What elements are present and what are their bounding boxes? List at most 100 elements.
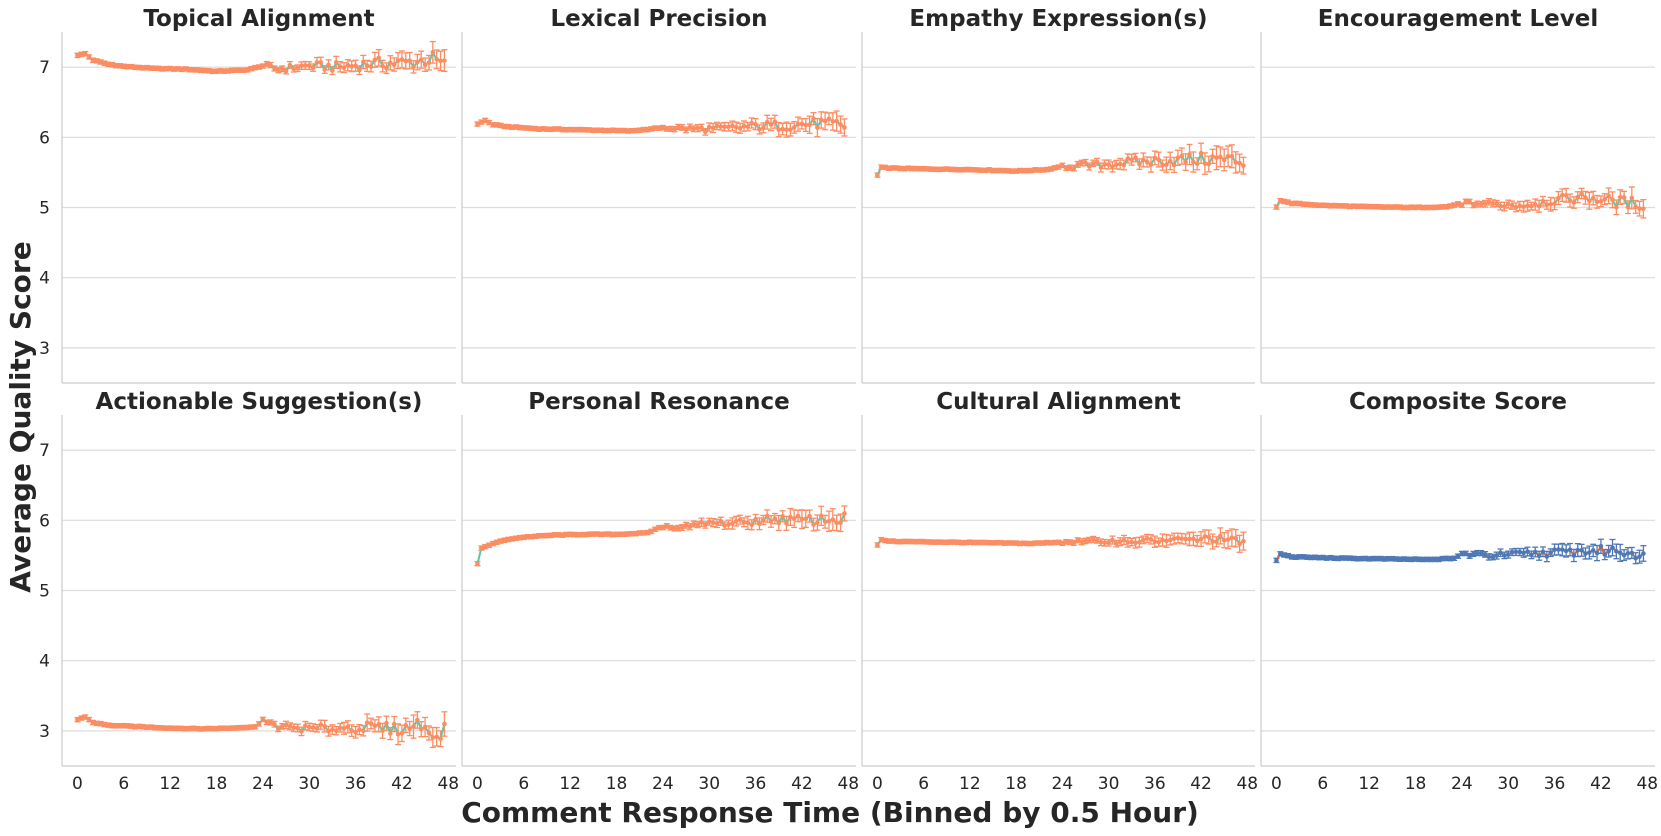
data-point xyxy=(687,124,693,130)
data-point xyxy=(1281,552,1287,558)
data-point xyxy=(225,68,231,74)
data-point xyxy=(90,720,96,725)
data-point xyxy=(591,531,596,537)
x-tick-label: 42 xyxy=(791,774,813,794)
data-point xyxy=(167,725,173,731)
x-tick-label: 30 xyxy=(1098,774,1120,794)
data-point xyxy=(1102,161,1108,167)
data-point xyxy=(506,537,511,542)
data-point xyxy=(1110,164,1115,170)
data-point xyxy=(502,537,507,543)
data-point xyxy=(1563,192,1569,198)
data-point xyxy=(306,63,312,68)
data-point xyxy=(998,168,1004,173)
data-point xyxy=(932,166,938,172)
data-point xyxy=(1413,205,1418,210)
y-tick-label: 4 xyxy=(39,269,50,289)
data-point xyxy=(1405,556,1411,562)
data-point xyxy=(498,123,503,128)
data-point xyxy=(544,533,550,538)
data-point xyxy=(1447,203,1453,209)
data-point xyxy=(1417,204,1422,210)
data-point xyxy=(1602,552,1608,557)
data-point xyxy=(225,726,231,731)
data-point xyxy=(795,121,801,127)
data-point xyxy=(1305,202,1310,207)
data-point xyxy=(1094,159,1100,165)
data-point xyxy=(1637,554,1642,559)
data-point xyxy=(1471,202,1476,208)
data-point xyxy=(218,725,223,731)
data-point xyxy=(1075,537,1081,543)
data-point xyxy=(687,524,693,530)
data-point xyxy=(1098,539,1104,545)
data-point xyxy=(1486,199,1492,205)
data-point xyxy=(1556,547,1561,552)
data-point xyxy=(533,126,538,131)
data-point xyxy=(745,124,751,129)
data-point xyxy=(986,540,992,546)
data-point xyxy=(1033,167,1038,173)
data-point xyxy=(963,540,969,545)
data-point xyxy=(594,531,600,537)
data-point xyxy=(260,63,266,69)
data-point xyxy=(364,63,370,69)
data-point xyxy=(1536,203,1542,209)
data-point xyxy=(838,520,843,526)
data-point xyxy=(75,53,80,58)
data-point xyxy=(1575,194,1581,200)
data-point xyxy=(1455,553,1461,559)
data-point xyxy=(967,167,973,172)
data-point xyxy=(733,124,739,130)
data-point xyxy=(218,68,223,74)
data-point xyxy=(780,514,785,519)
data-point xyxy=(1505,201,1511,207)
data-point xyxy=(106,61,111,67)
data-point xyxy=(648,529,654,534)
data-point xyxy=(815,125,820,130)
data-point xyxy=(1517,549,1523,555)
data-point xyxy=(921,166,926,172)
data-point xyxy=(768,519,774,524)
data-point xyxy=(1206,161,1212,167)
data-point xyxy=(764,513,770,519)
data-point xyxy=(333,60,339,65)
data-point xyxy=(998,540,1004,545)
data-point xyxy=(894,539,899,544)
data-point xyxy=(668,126,673,132)
data-point xyxy=(548,127,554,132)
data-point xyxy=(629,128,635,134)
data-point xyxy=(718,124,724,129)
data-point xyxy=(975,167,980,173)
data-point xyxy=(1202,161,1208,166)
data-point xyxy=(1548,201,1554,207)
data-point xyxy=(1424,557,1430,562)
data-point xyxy=(1335,203,1341,209)
data-point xyxy=(583,127,588,133)
data-point xyxy=(1359,556,1364,561)
panel-title: Lexical Precision xyxy=(550,6,767,32)
data-point xyxy=(676,124,681,130)
data-point xyxy=(780,126,785,132)
data-point xyxy=(1140,157,1146,163)
data-point xyxy=(1056,164,1061,170)
data-point xyxy=(1098,165,1104,170)
data-point xyxy=(349,64,355,69)
data-point xyxy=(498,538,503,544)
data-point xyxy=(1221,537,1227,543)
data-point xyxy=(664,523,670,529)
data-point xyxy=(703,129,708,135)
data-point xyxy=(1040,540,1046,546)
data-point xyxy=(156,66,161,71)
data-point xyxy=(776,127,782,132)
data-point xyxy=(726,522,731,527)
x-tick-label: 0 xyxy=(872,774,883,794)
data-point xyxy=(1198,150,1204,156)
data-point xyxy=(1359,203,1364,209)
data-point xyxy=(1079,539,1084,545)
data-point xyxy=(1013,540,1019,546)
x-tick-label: 6 xyxy=(118,774,129,794)
data-point xyxy=(506,124,511,129)
data-point xyxy=(353,729,358,735)
data-point xyxy=(1641,551,1646,556)
